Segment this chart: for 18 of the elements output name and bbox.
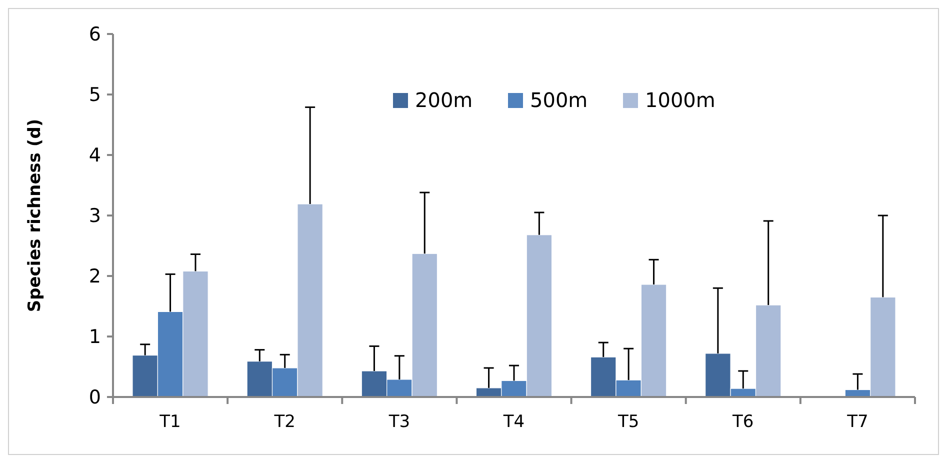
x-tick-label: T7 <box>846 412 868 432</box>
legend-label: 500m <box>530 88 588 112</box>
y-tick-label: 2 <box>88 266 101 288</box>
x-tick-label: T6 <box>732 412 754 432</box>
y-tick-label: 4 <box>88 144 101 167</box>
x-tick-label: T5 <box>616 412 640 432</box>
legend-label: 200m <box>415 88 473 112</box>
y-tick-label: 6 <box>88 24 101 46</box>
y-tick-label: 3 <box>88 205 101 228</box>
y-tick-label: 1 <box>88 326 101 348</box>
y-tick-label: 0 <box>88 386 101 409</box>
legend-label: 1000m <box>645 88 716 112</box>
x-tick-label: T2 <box>273 412 296 432</box>
y-axis-title: Species richness (d) <box>25 118 45 312</box>
x-tick-label: T1 <box>158 412 181 432</box>
x-tick-label: T4 <box>502 412 525 432</box>
y-tick-label: 5 <box>88 84 101 106</box>
x-tick-label: T3 <box>388 412 410 432</box>
